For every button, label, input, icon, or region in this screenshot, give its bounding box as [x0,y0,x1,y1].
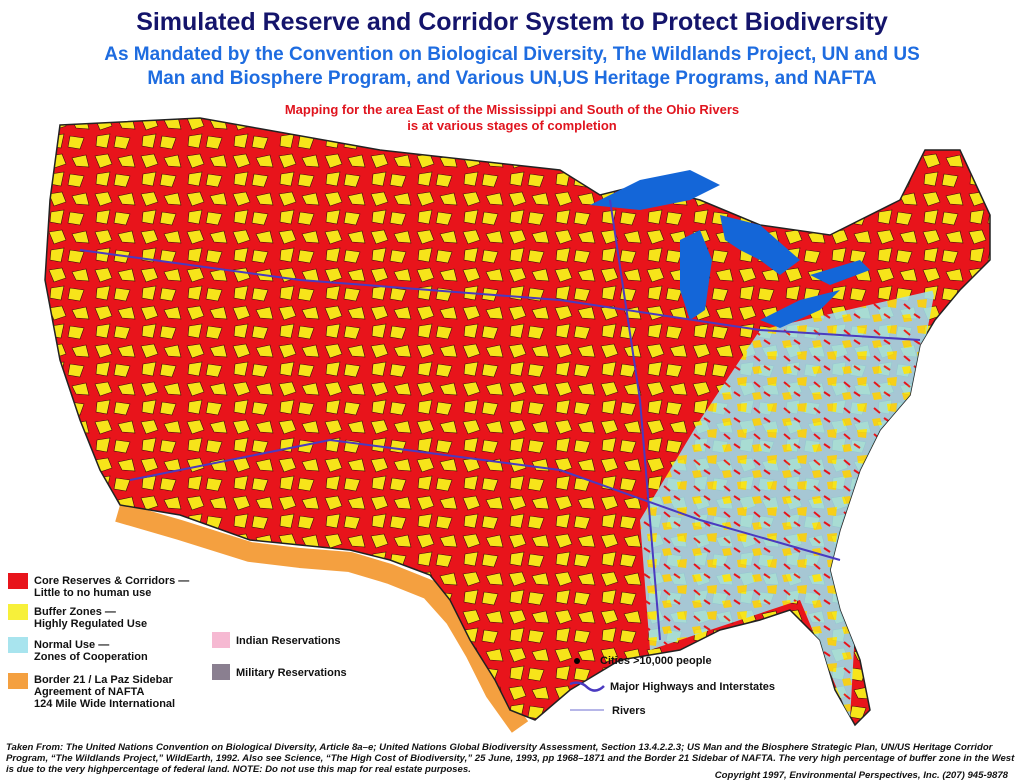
copyright: Copyright 1997, Environmental Perspectiv… [714,770,1008,781]
legend-text: Major Highways and Interstates [610,681,776,693]
normal-use-area [640,290,935,720]
legend-text: Normal Use — [34,639,110,651]
swatch-indian [212,632,230,648]
legend-text: 124 Mile Wide International [34,698,176,710]
legend-text: Agreement of NAFTA [34,686,145,698]
subtitle: As Mandated by the Convention on Biologi… [104,44,920,65]
title: Simulated Reserve and Corridor System to… [136,8,888,36]
legend-text: Highly Regulated Use [34,618,148,630]
subtitle: Man and Biosphere Program, and Various U… [147,68,877,89]
city-symbol [574,658,580,664]
footer-source: Taken From: The United Nations Conventio… [6,742,1015,775]
legend-item: Border 21 / La Paz Sidebar Agreement of N… [34,674,175,710]
great-lakes [590,170,870,328]
legend-item: Normal Use — Zones of Cooperation [34,639,148,663]
legend-text: Rivers [612,705,646,717]
note: Mapping for the area East of the Mississ… [284,102,740,117]
legend-item: Core Reserves & Corridors — Little to no … [34,575,189,599]
legend-text: Buffer Zones — [34,606,116,618]
highways [79,199,921,641]
legend-text: Cities >10,000 people [600,655,712,667]
swatch-border [8,673,28,689]
border-zone [115,502,529,733]
legend-text: Core Reserves & Corridors — [34,575,190,587]
legend-text: Border 21 / La Paz Sidebar [34,674,173,686]
swatch-core [8,573,28,589]
legend-item: Buffer Zones — Highly Regulated Use [34,606,147,630]
swatch-buffer [8,604,28,620]
legend-text: Military Reservations [236,667,347,679]
legend-text: Zones of Cooperation [34,651,148,663]
legend-text: Little to no human use [34,587,152,599]
note: is at various stages of completion [407,118,617,133]
highway-symbol [569,681,605,692]
swatch-military [212,664,230,680]
swatch-normal [8,637,28,653]
legend-text: Indian Reservations [236,635,341,647]
